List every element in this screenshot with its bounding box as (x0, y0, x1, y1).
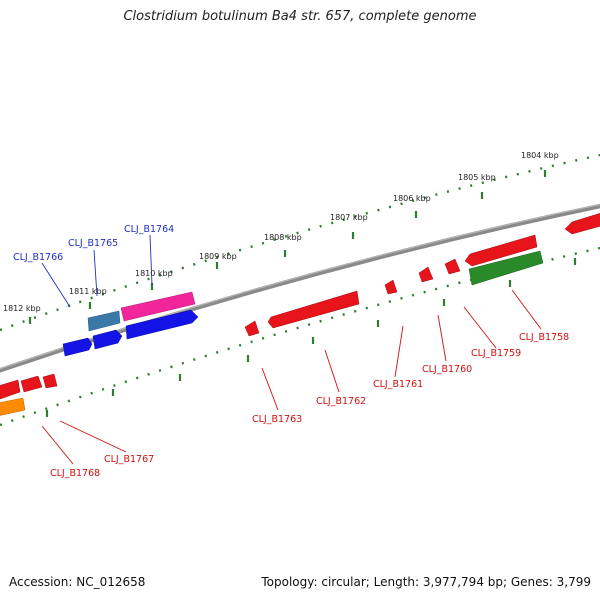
gene-label-CLJ_B1762[interactable]: CLJ_B1762 (316, 396, 366, 407)
gene-arrow-left-red-1[interactable] (0, 379, 21, 400)
kbp-label-1805: 1805 kbp (458, 173, 496, 182)
gene-arrow-CLJ_B1763[interactable] (244, 320, 260, 337)
gene-arrow-CLJ_B1765b[interactable] (92, 329, 123, 350)
gene-label-CLJ_B1765[interactable]: CLJ_B1765 (68, 238, 118, 249)
gene-label-CLJ_B1760[interactable]: CLJ_B1760 (422, 364, 472, 375)
gene-label-CLJ_B1767[interactable]: CLJ_B1767 (104, 454, 154, 465)
gene-arrow-CLJ_B1762[interactable] (267, 290, 360, 329)
gene-label-CLJ_B1763[interactable]: CLJ_B1763 (252, 414, 302, 425)
kbp-label-1812: 1812 kbp (3, 304, 41, 313)
gene-label-CLJ_B1758[interactable]: CLJ_B1758 (519, 332, 569, 343)
gene-arrow-CLJ_B1758-green[interactable] (468, 250, 544, 286)
gene-label-CLJ_B1766[interactable]: CLJ_B1766 (13, 252, 63, 263)
gene-arrow-CLJ_B1764[interactable] (120, 291, 196, 322)
gene-arrow-CLJ_B1758[interactable] (464, 234, 538, 267)
inner-ruler-major-ticks (45, 258, 577, 417)
kbp-label-1810: 1810 kbp (135, 269, 173, 278)
accession-label: Accession: NC_012658 (9, 575, 146, 589)
gene-arrow-CLJ_B1764b[interactable] (125, 309, 199, 340)
kbp-label-1809: 1809 kbp (199, 252, 237, 261)
leader-lines (41, 234, 542, 465)
figure-title: Clostridium botulinum Ba4 str. 657, comp… (123, 9, 477, 24)
gene-arrow-CLJ_B1761[interactable] (384, 279, 398, 295)
kbp-label-1806: 1806 kbp (393, 194, 431, 203)
genome-summary-label: Topology: circular; Length: 3,977,794 bp… (261, 575, 591, 589)
inner-position-ruler (0, 246, 600, 427)
gene-arrow-left-red-3[interactable] (42, 373, 58, 389)
gene-label-CLJ_B1764[interactable]: CLJ_B1764 (124, 224, 174, 235)
outer-ruler-major-ticks (28, 170, 547, 324)
kbp-label-1807: 1807 kbp (330, 213, 368, 222)
gene-label-CLJ_B1761[interactable]: CLJ_B1761 (373, 379, 423, 390)
kbp-scale-labels: 1812 kbp 1811 kbp 1810 kbp 1809 kbp 1808… (3, 151, 559, 313)
gene-arrow-CLJ_B1765[interactable] (87, 310, 121, 332)
kbp-label-1804: 1804 kbp (521, 151, 559, 160)
gene-arrow-right-edge[interactable] (564, 213, 600, 235)
reverse-strand-genes (0, 250, 544, 416)
gene-arrow-CLJ_B1768[interactable] (0, 397, 26, 416)
gene-label-CLJ_B1759[interactable]: CLJ_B1759 (471, 348, 521, 359)
gene-arrow-CLJ_B1766[interactable] (62, 337, 93, 357)
gene-labels: CLJ_B1766 CLJ_B1765 CLJ_B1764 CLJ_B1763 … (13, 224, 569, 479)
gene-arrow-CLJ_B1759[interactable] (444, 258, 461, 275)
gene-label-CLJ_B1768[interactable]: CLJ_B1768 (50, 468, 100, 479)
kbp-label-1811: 1811 kbp (69, 287, 107, 296)
kbp-label-1808: 1808 kbp (264, 233, 302, 242)
gene-arrow-CLJ_B1760[interactable] (418, 266, 434, 283)
gene-arrow-left-red-2[interactable] (20, 375, 43, 393)
forward-strand-genes (87, 213, 600, 332)
